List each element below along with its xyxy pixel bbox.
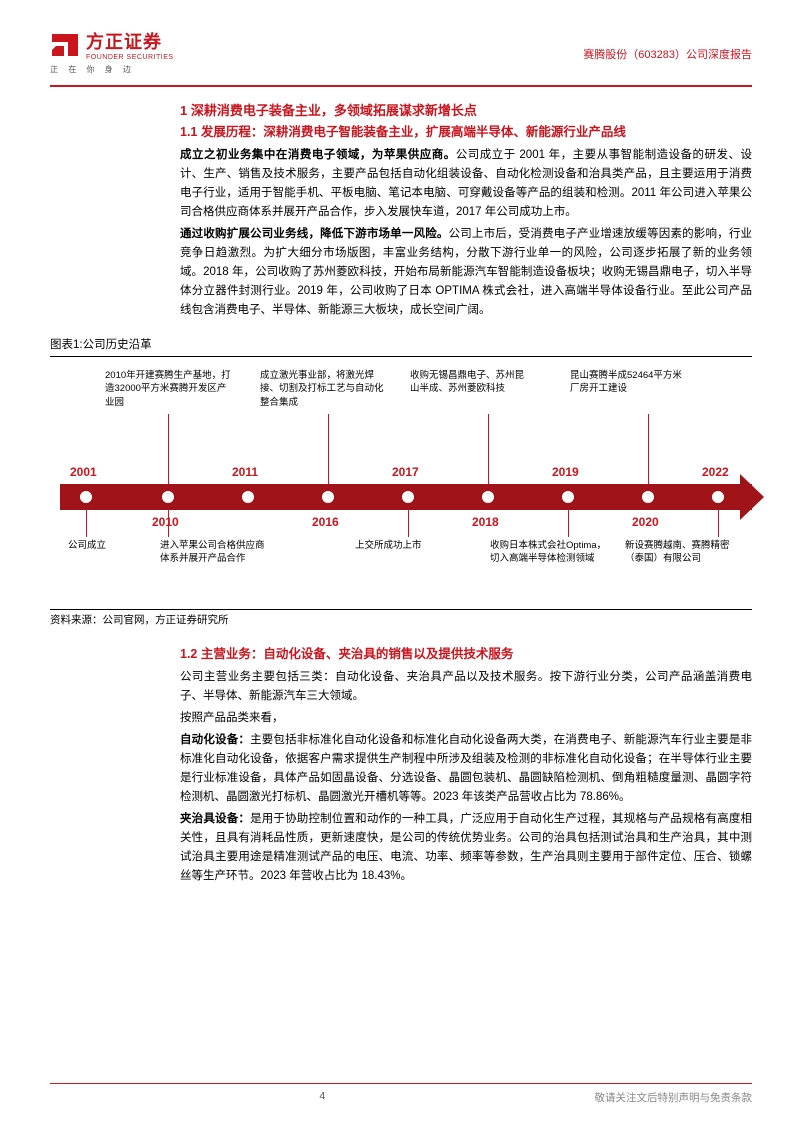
heading-1-1: 1.1 发展历程：深耕消费电子智能装备主业，扩展高端半导体、新能源行业产品线 bbox=[180, 123, 752, 142]
page-footer: 4 敬请关注文后特别声明与免责条款 bbox=[50, 1083, 752, 1105]
timeline-node bbox=[710, 489, 726, 505]
timeline-connector bbox=[648, 414, 649, 486]
timeline-connector bbox=[408, 509, 409, 537]
timeline-year: 2001 bbox=[70, 465, 97, 479]
report-title: 赛腾股份（603283）公司深度报告 bbox=[583, 46, 752, 62]
timeline-node bbox=[78, 489, 94, 505]
timeline-year: 2017 bbox=[392, 465, 419, 479]
timeline-node bbox=[320, 489, 336, 505]
timeline-annotation: 收购日本株式会社Optima，切入高端半导体检测领域 bbox=[490, 539, 610, 566]
paragraph: 成立之初业务集中在消费电子领域，为苹果供应商。公司成立于 2001 年，主要从事… bbox=[180, 146, 752, 222]
timeline-node bbox=[240, 489, 256, 505]
bold-lead: 成立之初业务集中在消费电子领域，为苹果供应商。 bbox=[180, 149, 456, 161]
section-1-2: 1.2 主营业务：自动化设备、夹治具的销售以及提供技术服务 公司主营业务主要包括… bbox=[0, 627, 802, 886]
timeline-year: 2016 bbox=[312, 515, 339, 529]
timeline-node bbox=[480, 489, 496, 505]
bold-lead: 自动化设备： bbox=[180, 734, 250, 746]
body-text: 主要包括非标准化自动化设备和标准化自动化设备两大类，在消费电子、新能源汽车行业主… bbox=[180, 734, 752, 803]
timeline-annotation: 收购无锡昌鼎电子、苏州昆山半成、苏州菱欧科技 bbox=[410, 369, 530, 396]
timeline-year: 2020 bbox=[632, 515, 659, 529]
timeline-node bbox=[400, 489, 416, 505]
founder-logo-icon bbox=[50, 32, 80, 58]
timeline-connector bbox=[328, 414, 329, 486]
page-header: 方正证券 FOUNDER SECURITIES 正 在 你 身 边 赛腾股份（6… bbox=[0, 0, 802, 83]
timeline-connector bbox=[168, 509, 169, 537]
paragraph: 按照产品品类来看， bbox=[180, 709, 752, 728]
timeline-year: 2011 bbox=[232, 465, 258, 479]
logo-text-en: FOUNDER SECURITIES bbox=[86, 54, 174, 61]
heading-1: 1 深耕消费电子装备主业，多领域拓展谋求新增长点 bbox=[180, 101, 752, 121]
logo-slogan: 正 在 你 身 边 bbox=[50, 64, 174, 75]
timeline-chart: 2010年开建赛腾生产基地，打造32000平方米赛腾开发区产业园成立激光事业部，… bbox=[50, 369, 752, 609]
timeline-node bbox=[160, 489, 176, 505]
paragraph: 夹治具设备：是用于协助控制位置和动作的一种工具，广泛应用于自动化生产过程，其规格… bbox=[180, 810, 752, 886]
timeline-annotation: 昆山赛腾半成52464平方米厂房开工建设 bbox=[570, 369, 690, 396]
chart-caption: 图表1:公司历史沿革 bbox=[50, 336, 802, 352]
timeline-annotation: 上交所成功上市 bbox=[355, 539, 455, 552]
bold-lead: 夹治具设备： bbox=[180, 813, 250, 825]
timeline-year: 2010 bbox=[152, 515, 179, 529]
body-text: 公司上市后，受消费电子产业增速放缓等因素的影响，行业竞争日趋激烈。为扩大细分市场… bbox=[180, 228, 752, 316]
footer-disclaimer: 敬请关注文后特别声明与免责条款 bbox=[595, 1090, 753, 1105]
body-text: 是用于协助控制位置和动作的一种工具，广泛应用于自动化生产过程，其规格与产品规格有… bbox=[180, 813, 752, 882]
timeline-node bbox=[560, 489, 576, 505]
bold-lead: 通过收购扩展公司业务线，降低下游市场单一风险。 bbox=[180, 228, 449, 240]
chart-source: 资料来源：公司官网，方正证券研究所 bbox=[50, 612, 752, 627]
timeline-annotation: 公司成立 bbox=[68, 539, 128, 552]
timeline-connector bbox=[568, 509, 569, 537]
chart-bottom-rule bbox=[50, 609, 752, 610]
timeline-connector bbox=[86, 509, 87, 537]
timeline-connector bbox=[488, 414, 489, 486]
timeline-annotation: 成立激光事业部，将激光焊接、切割及打标工艺与自动化整合集成 bbox=[260, 369, 390, 409]
page-number: 4 bbox=[50, 1090, 595, 1105]
paragraph: 自动化设备：主要包括非标准化自动化设备和标准化自动化设备两大类，在消费电子、新能… bbox=[180, 731, 752, 807]
timeline-connector bbox=[718, 509, 719, 537]
timeline-annotation: 2010年开建赛腾生产基地，打造32000平方米赛腾开发区产业园 bbox=[105, 369, 235, 409]
paragraph: 通过收购扩展公司业务线，降低下游市场单一风险。公司上市后，受消费电子产业增速放缓… bbox=[180, 225, 752, 320]
heading-1-2: 1.2 主营业务：自动化设备、夹治具的销售以及提供技术服务 bbox=[180, 645, 752, 664]
paragraph: 公司主营业务主要包括三类：自动化设备、夹治具产品以及技术服务。按下游行业分类，公… bbox=[180, 668, 752, 706]
logo-block: 方正证券 FOUNDER SECURITIES 正 在 你 身 边 bbox=[50, 28, 174, 75]
timeline-connector bbox=[168, 414, 169, 486]
timeline-annotation: 新设赛腾越南、赛腾精密（泰国）有限公司 bbox=[625, 539, 745, 566]
timeline-year: 2018 bbox=[472, 515, 499, 529]
timeline-year: 2019 bbox=[552, 465, 579, 479]
timeline-node bbox=[640, 489, 656, 505]
timeline-annotation: 进入苹果公司合格供应商体系并展开产品合作 bbox=[160, 539, 270, 566]
timeline-year: 2022 bbox=[702, 465, 729, 479]
section-1: 1 深耕消费电子装备主业，多领域拓展谋求新增长点 1.1 发展历程：深耕消费电子… bbox=[0, 87, 802, 321]
logo-text-cn: 方正证券 bbox=[86, 28, 174, 54]
timeline-arrowhead-icon bbox=[740, 474, 764, 520]
chart-top-rule bbox=[50, 356, 752, 357]
